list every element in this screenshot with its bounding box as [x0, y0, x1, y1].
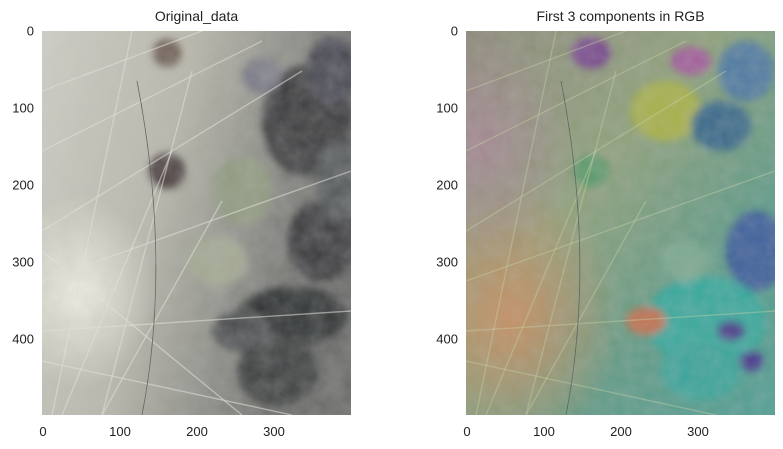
panel-original-data: Original_data	[0, 0, 380, 449]
x-tick-label: 300	[263, 424, 285, 439]
panel-components-rgb: First 3 components in RGB	[424, 0, 783, 449]
components-rgb-image	[466, 31, 775, 415]
y-tick-label: 0	[26, 23, 34, 39]
x-tick-label: 100	[533, 424, 555, 439]
panel-title: Original_data	[154, 8, 239, 24]
y-tick-label: 100	[436, 100, 458, 116]
y-tick-label: 100	[12, 100, 34, 116]
x-tick-label: 100	[109, 424, 131, 439]
y-tick-label: 300	[12, 254, 34, 270]
x-tick-label: 300	[687, 424, 709, 439]
y-tick-label: 200	[436, 177, 458, 193]
y-tick-label: 200	[12, 177, 34, 193]
x-tick-label: 0	[39, 424, 47, 439]
y-tick-label: 0	[450, 23, 458, 39]
y-tick-label: 400	[12, 331, 34, 347]
y-tick-label: 400	[436, 331, 458, 347]
panel-title: First 3 components in RGB	[536, 8, 705, 24]
x-tick-label: 200	[186, 424, 208, 439]
x-tick-label: 0	[463, 424, 471, 439]
y-tick-label: 300	[436, 254, 458, 270]
original-satellite-image	[42, 31, 351, 415]
x-tick-label: 200	[610, 424, 632, 439]
